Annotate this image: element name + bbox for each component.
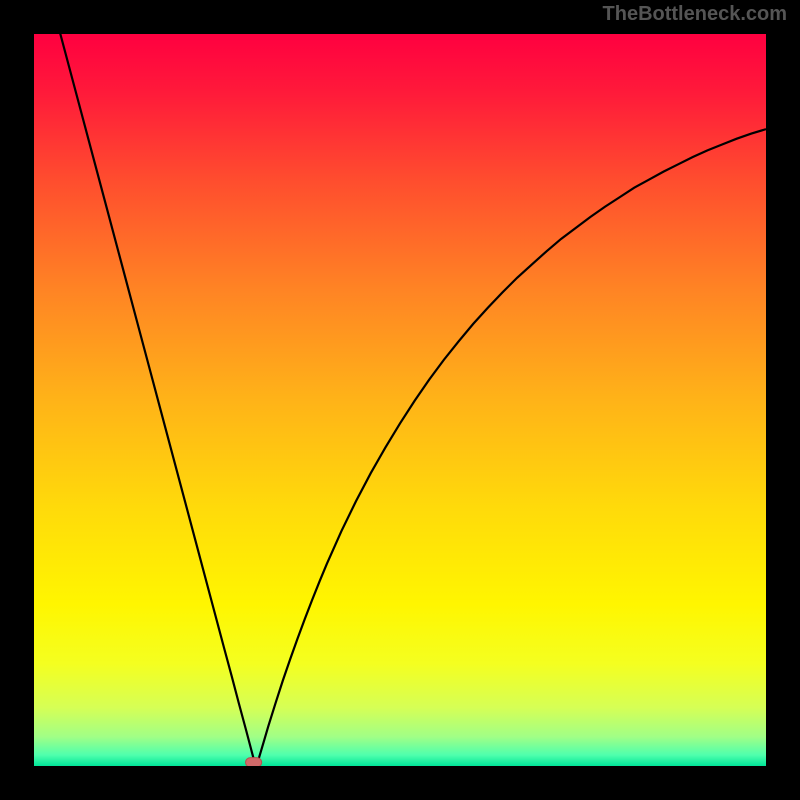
marker-dot [246,758,262,766]
watermark-text: TheBottleneck.com [603,3,787,26]
gradient-background [34,34,766,766]
chart-root: TheBottleneck.com [0,0,800,800]
plot-area [34,34,766,766]
plot-svg [34,34,766,766]
